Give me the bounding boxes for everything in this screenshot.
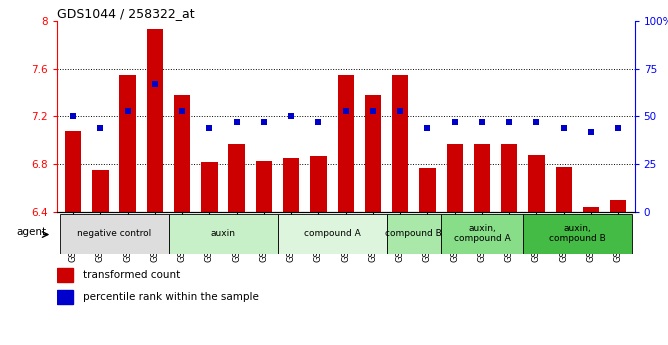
- Point: [67, 114, 78, 119]
- Bar: [201, 162, 218, 212]
- Bar: [610, 200, 627, 212]
- Point: [341, 108, 351, 114]
- Text: transformed count: transformed count: [83, 269, 180, 279]
- Bar: [582, 207, 599, 212]
- Bar: [387, 214, 441, 254]
- Point: [477, 119, 488, 125]
- Bar: [277, 214, 387, 254]
- Bar: [147, 29, 163, 212]
- Point: [313, 119, 324, 125]
- Point: [422, 125, 433, 131]
- Bar: [256, 161, 272, 212]
- Bar: [337, 75, 354, 212]
- Text: negative control: negative control: [77, 229, 151, 238]
- Point: [367, 108, 378, 114]
- Bar: [283, 158, 299, 212]
- Point: [586, 129, 597, 135]
- Bar: [168, 214, 277, 254]
- Bar: [228, 144, 245, 212]
- Bar: [528, 155, 544, 212]
- Bar: [57, 268, 73, 282]
- Point: [286, 114, 297, 119]
- Bar: [441, 214, 523, 254]
- Point: [177, 108, 188, 114]
- Point: [204, 125, 214, 131]
- Bar: [57, 290, 73, 304]
- Bar: [556, 167, 572, 212]
- Text: auxin,
compound A: auxin, compound A: [454, 224, 510, 244]
- Bar: [120, 75, 136, 212]
- Point: [531, 119, 542, 125]
- Bar: [65, 131, 81, 212]
- Bar: [392, 75, 408, 212]
- Text: auxin: auxin: [210, 229, 236, 238]
- Text: auxin,
compound B: auxin, compound B: [549, 224, 606, 244]
- Point: [150, 81, 160, 87]
- Point: [259, 119, 269, 125]
- Bar: [174, 95, 190, 212]
- Bar: [523, 214, 632, 254]
- Text: percentile rank within the sample: percentile rank within the sample: [83, 292, 259, 302]
- Bar: [92, 170, 109, 212]
- Bar: [420, 168, 436, 212]
- Point: [395, 108, 405, 114]
- Bar: [446, 144, 463, 212]
- Bar: [501, 144, 518, 212]
- Text: agent: agent: [16, 227, 46, 237]
- Point: [231, 119, 242, 125]
- Point: [95, 125, 106, 131]
- Bar: [310, 156, 327, 212]
- Bar: [59, 214, 168, 254]
- Point: [450, 119, 460, 125]
- Text: compound A: compound A: [304, 229, 361, 238]
- Point: [613, 125, 624, 131]
- Point: [122, 108, 133, 114]
- Bar: [365, 95, 381, 212]
- Point: [558, 125, 569, 131]
- Point: [504, 119, 514, 125]
- Text: GDS1044 / 258322_at: GDS1044 / 258322_at: [57, 7, 194, 20]
- Text: compound B: compound B: [385, 229, 442, 238]
- Bar: [474, 144, 490, 212]
